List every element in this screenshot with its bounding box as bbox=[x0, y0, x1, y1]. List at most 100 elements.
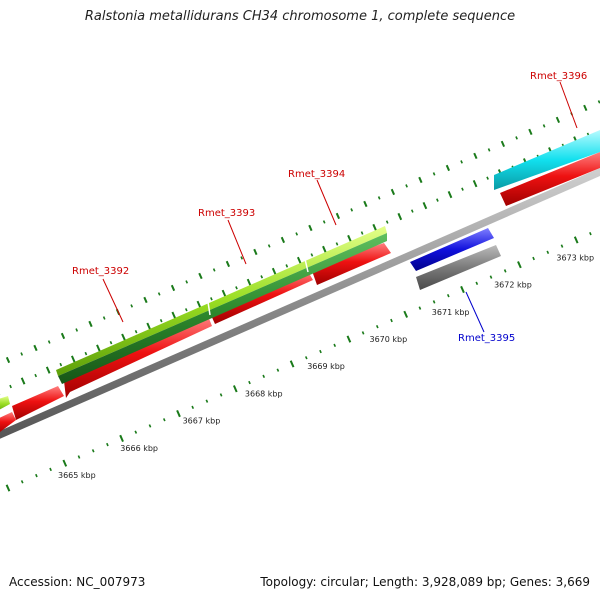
major-tick bbox=[555, 116, 561, 123]
minor-tick bbox=[262, 374, 266, 379]
major-tick bbox=[60, 332, 66, 340]
major-tick bbox=[346, 335, 352, 343]
cds-block[interactable] bbox=[58, 233, 387, 384]
major-tick bbox=[232, 385, 238, 393]
major-tick bbox=[296, 256, 302, 265]
major-tick bbox=[253, 248, 258, 256]
minor-tick bbox=[84, 351, 88, 356]
minor-tick bbox=[503, 269, 507, 273]
gene-label[interactable]: Rmet_3392 bbox=[72, 266, 129, 277]
cds-block[interactable] bbox=[12, 386, 64, 420]
minor-tick bbox=[210, 297, 213, 301]
minor-tick bbox=[47, 340, 51, 344]
scale-label: 3673 kbp bbox=[556, 253, 594, 262]
minor-tick bbox=[148, 424, 152, 428]
minor-tick bbox=[91, 449, 95, 453]
minor-tick bbox=[276, 368, 280, 372]
minor-tick bbox=[235, 286, 238, 290]
minor-tick bbox=[319, 349, 322, 354]
minor-tick bbox=[49, 467, 52, 472]
major-tick bbox=[422, 201, 428, 210]
major-tick bbox=[372, 223, 378, 232]
minor-tick bbox=[436, 198, 439, 202]
gene-label[interactable]: Rmet_3393 bbox=[198, 208, 255, 219]
cds-block[interactable] bbox=[410, 228, 494, 271]
minor-tick bbox=[191, 405, 195, 410]
minor-tick bbox=[375, 324, 379, 329]
minor-tick bbox=[360, 231, 364, 235]
major-tick bbox=[418, 176, 423, 184]
major-tick bbox=[196, 300, 202, 308]
minor-tick bbox=[310, 253, 314, 257]
gene-label[interactable]: Rmet_3395 bbox=[458, 333, 515, 344]
major-tick bbox=[583, 104, 588, 111]
major-tick bbox=[225, 260, 231, 268]
genome-summary-text: Topology: circular; Length: 3,928,089 bp… bbox=[260, 575, 590, 589]
minor-tick bbox=[432, 172, 436, 176]
major-tick bbox=[20, 377, 26, 385]
outer-tick-row bbox=[0, 132, 590, 395]
major-tick bbox=[472, 180, 478, 188]
minor-tick bbox=[109, 340, 113, 345]
minor-tick bbox=[322, 220, 326, 224]
minor-tick bbox=[219, 393, 223, 397]
minor-tick bbox=[102, 316, 106, 320]
minor-tick bbox=[260, 275, 264, 279]
gene-label[interactable]: Rmet_3394 bbox=[288, 169, 345, 180]
minor-tick bbox=[475, 281, 479, 286]
minor-tick bbox=[418, 306, 422, 310]
minor-tick bbox=[77, 455, 81, 459]
minor-tick bbox=[546, 250, 550, 255]
minor-tick bbox=[285, 264, 289, 268]
gene-leader-line bbox=[316, 179, 337, 226]
minor-tick bbox=[212, 268, 216, 272]
scale-label: 3669 kbp bbox=[307, 362, 345, 371]
minor-tick bbox=[486, 176, 489, 180]
minor-tick bbox=[185, 280, 189, 284]
minor-tick bbox=[515, 136, 518, 140]
major-tick bbox=[5, 484, 11, 492]
gene-leader-line bbox=[559, 81, 578, 129]
inner-cds-track bbox=[410, 228, 501, 290]
map-title: Ralstonia metallidurans CH34 chromosome … bbox=[84, 9, 516, 24]
major-tick bbox=[500, 140, 506, 147]
cds-block[interactable] bbox=[0, 412, 16, 434]
cds-block[interactable] bbox=[494, 130, 600, 190]
scale-label: 3667 kbp bbox=[183, 417, 221, 426]
minor-tick bbox=[460, 160, 463, 164]
major-tick bbox=[517, 261, 522, 269]
cds-block[interactable] bbox=[500, 152, 600, 206]
cds-block[interactable] bbox=[416, 245, 501, 290]
minor-tick bbox=[75, 328, 79, 332]
minor-tick bbox=[20, 352, 24, 356]
gene-leader-line bbox=[102, 278, 124, 323]
minor-tick bbox=[432, 300, 436, 304]
forward-cds-track bbox=[0, 130, 600, 412]
minor-tick bbox=[162, 418, 166, 422]
minor-tick bbox=[405, 184, 408, 188]
minor-tick bbox=[446, 293, 450, 298]
cds-block[interactable] bbox=[64, 316, 212, 398]
genome-backbone bbox=[0, 168, 600, 439]
major-tick bbox=[33, 344, 38, 352]
major-tick bbox=[445, 164, 451, 172]
major-tick bbox=[221, 289, 227, 297]
minor-tick bbox=[184, 308, 188, 312]
major-tick bbox=[335, 212, 341, 220]
cds-block[interactable] bbox=[56, 226, 387, 376]
cds-block[interactable] bbox=[311, 243, 391, 285]
inner-tick-row bbox=[5, 100, 600, 364]
major-tick bbox=[170, 284, 176, 292]
major-tick bbox=[246, 278, 252, 286]
gene-leader-line bbox=[465, 291, 485, 333]
scale-label: 3666 kbp bbox=[120, 444, 158, 453]
minor-tick bbox=[350, 208, 354, 212]
scale-label: 3671 kbp bbox=[432, 308, 470, 317]
gene-label[interactable]: Rmet_3396 bbox=[530, 71, 587, 82]
gene-leader-line bbox=[227, 219, 247, 265]
minor-tick bbox=[34, 373, 38, 378]
minor-tick bbox=[377, 196, 381, 200]
minor-tick bbox=[267, 244, 271, 248]
cds-block[interactable] bbox=[0, 396, 10, 412]
